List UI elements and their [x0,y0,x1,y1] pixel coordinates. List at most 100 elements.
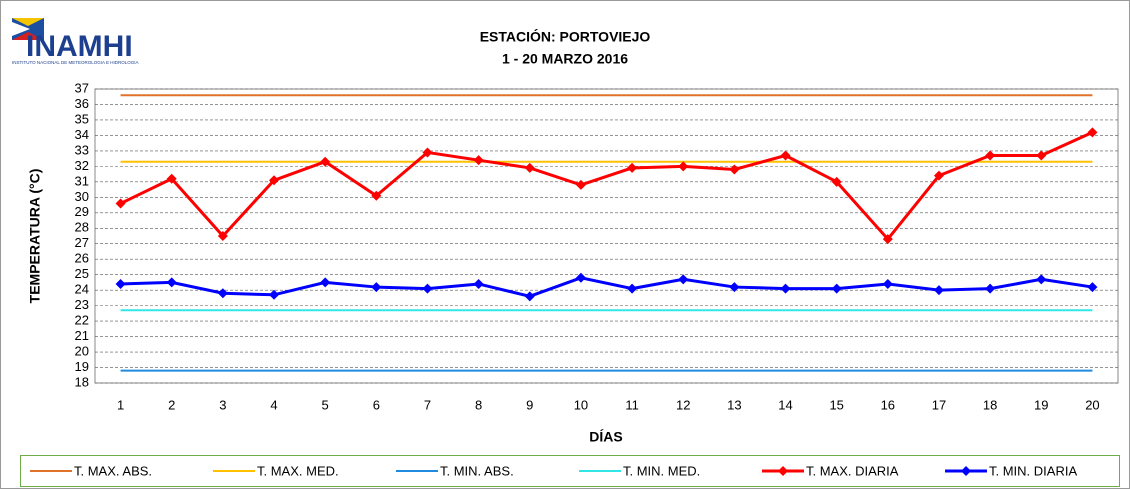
series-marker [269,175,280,186]
x-tick-label: 14 [778,397,792,412]
series-marker [882,278,893,289]
y-tick-label: 31 [75,173,89,188]
y-tick-label: 36 [75,96,89,111]
y-tick-label: 26 [75,251,89,266]
legend-label: T. MAX. DIARIA [806,463,899,478]
series-marker [933,285,944,296]
y-tick-label: 32 [75,158,89,173]
series-marker [473,155,484,166]
series-marker [166,173,177,184]
series-marker [1087,127,1098,138]
series-marker [627,162,638,173]
y-tick-label: 23 [75,297,89,312]
series-marker [371,190,382,201]
series-marker [780,150,791,161]
logo-flag-bottom [12,32,44,40]
logo-flag-top [12,18,44,26]
series-marker [678,161,689,172]
series-marker [1087,282,1098,293]
y-axis-label: TEMPERATURA (°C) [27,169,43,304]
y-tick-label: 29 [75,204,89,219]
legend-label: T. MAX. ABS. [74,463,152,478]
logo-text: INAMHI [26,30,133,63]
series-marker [115,198,126,209]
logo-flag-mid [12,22,30,36]
legend-label: T. MIN. MED. [623,463,700,478]
series-marker [627,283,638,294]
y-tick-label: 37 [75,80,89,95]
logo [12,18,44,40]
y-tick-label: 30 [75,189,89,204]
series-marker [831,176,842,187]
series-marker [1036,150,1047,161]
y-tick-label: 27 [75,235,89,250]
series-marker [217,288,228,299]
legend-marker [778,466,788,476]
x-tick-label: 2 [168,397,175,412]
series-marker [985,283,996,294]
x-tick-label: 5 [322,397,329,412]
series-marker [166,277,177,288]
x-tick-label: 16 [881,397,895,412]
y-tick-label: 35 [75,111,89,126]
y-tick-label: 21 [75,328,89,343]
x-tick-label: 6 [373,397,380,412]
series-marker [269,289,280,300]
series-line [120,276,1093,298]
x-tick-label: 18 [983,397,997,412]
series-marker [524,291,535,302]
x-tick-label: 19 [1034,397,1048,412]
series-marker [678,274,689,285]
series-marker [422,147,433,158]
x-tick-label: 8 [475,397,482,412]
logo-subtitle: INSTITUTO NACIONAL DE METEOROLOGIA E HID… [12,60,139,65]
x-tick-label: 17 [932,397,946,412]
y-tick-label: 20 [75,343,89,358]
x-tick-label: 20 [1085,397,1099,412]
legend-label: T. MAX. MED. [257,463,339,478]
y-tick-label: 18 [75,374,89,389]
x-tick-label: 13 [727,397,741,412]
series-marker [575,272,586,283]
series-marker [780,283,791,294]
series-marker [729,282,740,293]
chart-title: ESTACIÓN: PORTOVIEJO [480,28,651,45]
y-tick-label: 19 [75,359,89,374]
x-tick-label: 7 [424,397,431,412]
x-tick-label: 11 [625,397,639,412]
series-marker [882,234,893,245]
series-marker [933,170,944,181]
legend-label: T. MIN. ABS. [440,463,514,478]
x-tick-label: 15 [829,397,843,412]
x-tick-label: 1 [117,397,124,412]
x-tick-label: 9 [526,397,533,412]
x-tick-label: 3 [219,397,226,412]
series-marker [371,282,382,293]
y-tick-label: 28 [75,220,89,235]
x-axis-label: DÍAS [589,429,622,445]
series-marker [320,277,331,288]
series-marker [473,278,484,289]
legend-label: T. MIN. DIARIA [989,463,1077,478]
y-tick-label: 25 [75,266,89,281]
series-marker [217,231,228,241]
series-marker [422,283,433,294]
legend-box [20,455,1120,487]
series-marker [831,283,842,294]
x-tick-label: 12 [676,397,690,412]
series-marker [115,278,126,289]
series-marker [575,179,586,190]
legend-marker [961,466,971,476]
x-tick-label: 4 [270,397,277,412]
series-line [119,130,1094,242]
series-marker [985,150,996,161]
y-tick-label: 24 [75,282,89,297]
series-marker [320,156,331,167]
chart-subtitle: 1 - 20 MARZO 2016 [502,51,628,67]
y-tick-label: 34 [75,127,89,142]
y-tick-label: 33 [75,142,89,157]
series-marker [1036,274,1047,285]
y-tick-label: 22 [75,313,89,328]
